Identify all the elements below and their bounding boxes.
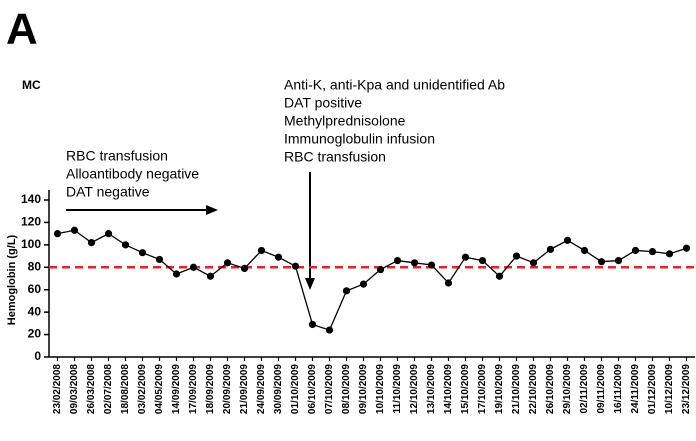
data-point — [342, 287, 351, 295]
x-tick-label: 02/11/2009 — [579, 364, 590, 414]
y-tick-label: 40 — [28, 304, 42, 318]
data-point — [410, 259, 419, 267]
x-tick-label: 01/10/2009 — [290, 364, 301, 414]
x-tick-label: 29/10/2009 — [562, 364, 573, 414]
data-point — [223, 259, 232, 267]
data-point — [461, 253, 470, 261]
x-tick-label: 15/10/2009 — [460, 364, 471, 414]
data-point — [70, 226, 79, 234]
x-tick-label: 09/11/2009 — [596, 364, 607, 414]
x-tick-label: 21/10/2009 — [511, 364, 522, 414]
data-point — [359, 280, 368, 288]
annotation: DAT positive — [284, 95, 362, 111]
x-tick-label: 18/08/2008 — [120, 364, 131, 414]
data-point — [648, 247, 657, 256]
x-tick-label: 10/10/2009 — [375, 364, 386, 414]
x-tick-label: 14/10/2009 — [443, 364, 454, 414]
x-tick-label: 24/09/2009 — [256, 364, 267, 414]
data-point — [138, 249, 147, 257]
y-tick-label: 0 — [34, 349, 41, 363]
panel-label: A — [6, 5, 38, 54]
data-point — [274, 253, 283, 261]
annotation: Methylprednisolone — [284, 113, 406, 129]
x-tick-label: 08/10/2009 — [341, 364, 352, 414]
x-tick-label: 23/12/2009 — [681, 364, 692, 414]
data-point — [325, 326, 334, 334]
data-point — [682, 244, 691, 252]
annotation: RBC transfusion — [284, 149, 386, 165]
data-point — [308, 320, 317, 329]
x-tick-label: 07/10/2009 — [324, 364, 335, 414]
y-tick-label: 60 — [28, 282, 42, 296]
x-tick-label: 26/03/2008 — [86, 364, 97, 414]
data-point — [597, 258, 606, 266]
data-point — [189, 263, 198, 271]
annotation: Anti-K, anti-Kpa and unidentified Ab — [284, 77, 505, 93]
x-tick-label: 13/10/2009 — [426, 364, 437, 414]
annotation: Alloantibody negative — [66, 166, 199, 182]
x-tick-label: 22/10/2009 — [528, 364, 539, 414]
x-tick-label: 06/10/2009 — [307, 364, 318, 414]
data-point — [495, 272, 504, 280]
data-point — [444, 279, 453, 287]
x-tick-label: 16/11/2009 — [613, 364, 624, 414]
data-point — [376, 265, 385, 274]
y-tick-label: 120 — [21, 215, 41, 229]
data-point — [546, 245, 555, 253]
x-tick-label: 01/12/2009 — [647, 364, 658, 414]
y-axis-label: Hemoglobin (g/L) — [6, 234, 18, 325]
annotation: DAT negative — [66, 184, 150, 200]
data-point — [580, 246, 589, 255]
data-point — [478, 256, 487, 265]
x-tick-label: 12/10/2009 — [409, 364, 420, 414]
data-point — [104, 230, 113, 238]
data-line — [57, 229, 687, 331]
data-point — [155, 255, 164, 264]
data-point — [393, 256, 402, 265]
y-tick-label: 20 — [28, 327, 42, 341]
annotation: RBC transfusion — [66, 148, 168, 164]
x-tick-label: 30/09/2009 — [273, 364, 284, 414]
x-tick-label: 21/09/2009 — [239, 364, 250, 414]
x-tick-label: 03/02/2009 — [137, 364, 148, 414]
data-point — [257, 246, 266, 255]
x-tick-label: 18/09/2009 — [205, 364, 216, 414]
data-point — [172, 270, 181, 278]
data-point — [563, 236, 572, 244]
x-tick-label: 09/10/2009 — [358, 364, 369, 414]
x-tick-label: 04/05/2009 — [154, 364, 165, 414]
chart-subtitle: MC — [22, 78, 41, 92]
data-point — [512, 252, 521, 260]
data-point — [427, 261, 436, 269]
data-point — [665, 250, 674, 258]
data-point — [614, 256, 623, 265]
y-tick-label: 80 — [28, 259, 42, 273]
x-tick-label: 24/11/2009 — [630, 364, 641, 414]
data-point — [631, 246, 640, 255]
data-point — [121, 241, 130, 249]
x-tick-label: 23/02/2008 — [52, 364, 63, 414]
x-tick-label: 17/09/2009 — [188, 364, 199, 414]
annotation: Immunoglobulin infusion — [284, 131, 435, 147]
x-tick-label: 09/03/2008 — [69, 364, 80, 414]
x-tick-label: 02/07/2008 — [103, 364, 114, 414]
x-tick-label: 11/10/2009 — [392, 364, 403, 414]
data-point — [529, 259, 538, 267]
x-tick-label: 17/10/2009 — [477, 364, 488, 414]
arrow-head — [305, 278, 315, 290]
x-tick-label: 10/12/2009 — [664, 364, 675, 414]
y-tick-label: 140 — [21, 192, 41, 206]
arrow-head — [206, 205, 218, 215]
data-point — [87, 239, 96, 247]
x-tick-label: 26/10/2009 — [545, 364, 556, 414]
x-tick-label: 14/09/2009 — [171, 364, 182, 414]
data-point — [206, 272, 215, 280]
data-point — [291, 262, 300, 270]
data-point — [53, 230, 62, 238]
x-tick-label: 19/10/2009 — [494, 364, 505, 414]
data-point — [240, 264, 249, 273]
x-tick-label: 20/09/2009 — [222, 364, 233, 414]
y-tick-label: 100 — [21, 237, 41, 251]
